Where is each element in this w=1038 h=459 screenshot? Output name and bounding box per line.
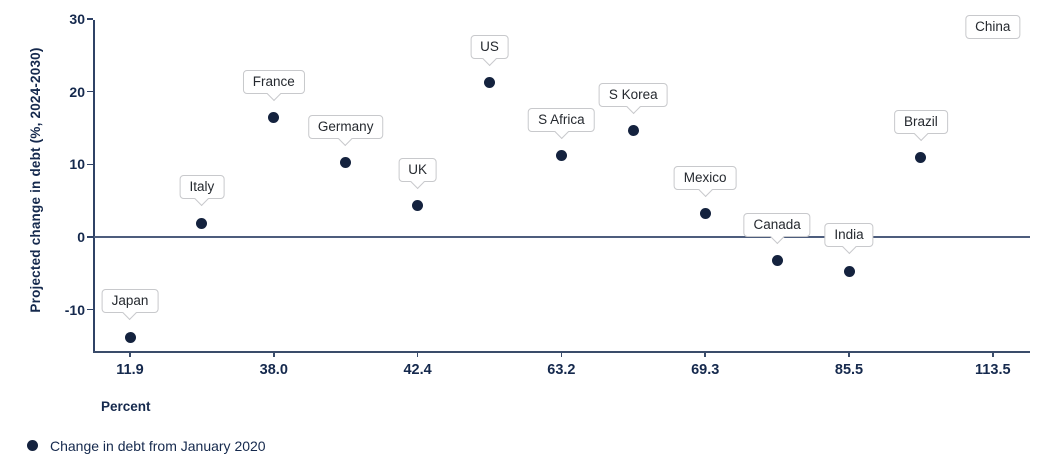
callout-pointer xyxy=(194,192,209,207)
dot-s-africa xyxy=(555,150,567,162)
country-label: China xyxy=(975,19,1011,34)
country-label: Germany xyxy=(317,118,374,134)
dot-s-korea xyxy=(627,125,639,137)
callout-mexico: Mexico xyxy=(673,165,737,197)
callout-us: US xyxy=(470,34,509,67)
x-tick-label: 85.5 xyxy=(834,362,864,378)
callout-canada: Canada xyxy=(743,212,811,245)
callout-pointer xyxy=(554,124,569,139)
country-label: France xyxy=(252,73,295,89)
x-tick-mark xyxy=(704,351,706,357)
country-label: S Korea xyxy=(608,86,658,102)
dot-icon xyxy=(27,440,38,451)
country-label: Italy xyxy=(189,179,215,195)
y-tick-mark xyxy=(87,236,93,238)
country-label: Canada xyxy=(753,216,801,232)
x-tick-mark xyxy=(560,351,563,357)
callout-pointer xyxy=(482,51,497,67)
x-tick-label: 42.4 xyxy=(403,362,432,378)
dot-uk xyxy=(412,200,424,212)
legend-label: Change in debt from January 2020 xyxy=(50,437,266,454)
x-tick-mark xyxy=(273,351,275,357)
callout-india: India xyxy=(824,223,874,255)
y-tick-label: 0 xyxy=(77,229,85,245)
dot-japan xyxy=(124,331,136,343)
callout-pointer xyxy=(626,99,641,114)
country-label: UK xyxy=(408,161,427,177)
callout-pointer xyxy=(410,174,425,189)
y-tick-mark xyxy=(87,163,93,166)
callout-pointer xyxy=(122,306,138,321)
y-tick-label: 10 xyxy=(69,156,85,173)
country-label: India xyxy=(834,227,864,243)
zero-gridline xyxy=(94,236,1030,238)
callout-pointer xyxy=(338,131,353,146)
callout-pointer xyxy=(266,86,281,101)
country-label: Mexico xyxy=(683,169,727,185)
callout-pointer xyxy=(698,182,713,197)
callout-brazil: Brazil xyxy=(894,109,948,141)
y-tick-label: -10 xyxy=(64,301,85,318)
dot-canada xyxy=(771,255,783,267)
callout-china: China xyxy=(965,15,1021,39)
x-tick-mark xyxy=(129,351,131,357)
x-tick-label: 113.5 xyxy=(975,362,1011,378)
callout-japan: Japan xyxy=(101,289,159,321)
dot-germany xyxy=(340,157,352,169)
y-tick-mark xyxy=(87,18,93,20)
callout-germany: Germany xyxy=(307,114,384,146)
x-axis-title: Percent xyxy=(101,399,151,414)
x-tick-label: 69.3 xyxy=(691,362,720,378)
x-tick-label: 38.0 xyxy=(259,362,288,378)
y-axis-line xyxy=(93,20,95,351)
y-tick-mark xyxy=(87,90,93,93)
callout-italy: Italy xyxy=(179,175,225,207)
x-tick-mark xyxy=(848,351,850,357)
dot-italy xyxy=(196,217,208,229)
callout-s-korea: S Korea xyxy=(598,82,668,114)
dot-india xyxy=(843,265,855,277)
dot-mexico xyxy=(699,208,711,220)
callout-s-africa: S Africa xyxy=(528,107,595,139)
callout-uk: UK xyxy=(398,157,437,189)
country-label: Japan xyxy=(111,293,149,309)
country-label: Brazil xyxy=(904,113,938,129)
y-tick-label: 20 xyxy=(69,83,85,100)
x-tick-mark xyxy=(416,351,419,357)
callout-pointer xyxy=(770,229,785,245)
dot-france xyxy=(268,112,280,124)
x-tick-mark xyxy=(992,351,994,357)
y-axis-title: Projected change in debt (%, 2024-2030) xyxy=(28,47,43,313)
dot-brazil xyxy=(915,152,927,164)
country-label: US xyxy=(480,38,499,54)
dot-us xyxy=(484,77,495,89)
y-tick-label: 30 xyxy=(69,10,85,27)
legend: Change in debt from January 2020 xyxy=(27,436,266,455)
callout-pointer xyxy=(841,240,857,255)
callout-france: France xyxy=(242,69,305,101)
x-tick-label: 11.9 xyxy=(116,362,144,378)
callout-pointer xyxy=(913,126,928,141)
y-tick-mark xyxy=(87,308,93,311)
country-label: S Africa xyxy=(538,111,585,127)
x-tick-label: 63.2 xyxy=(547,362,576,378)
